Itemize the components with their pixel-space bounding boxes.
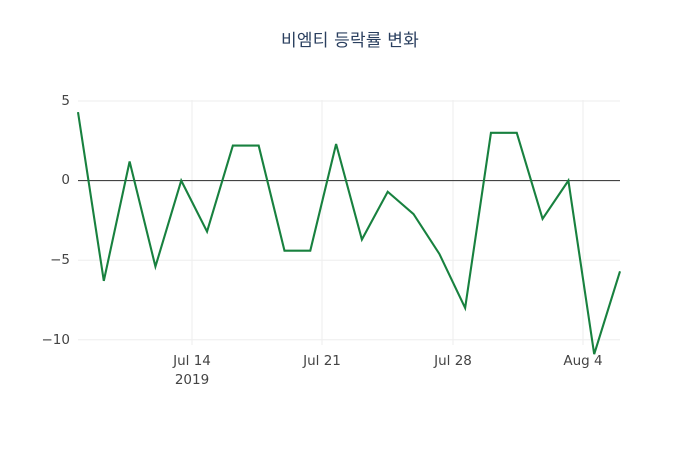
y-axis-tick-label: −5 — [50, 252, 70, 268]
x-axis-tick-label: Jul 28 — [434, 353, 472, 369]
x-axis-year-label: 2019 — [174, 372, 210, 388]
data-series-line — [76, 111, 622, 355]
x-axis-tick-label: Jul 21 — [303, 353, 341, 369]
gridlines — [78, 100, 620, 345]
x-axis-tick-2: Jul 21 — [262, 352, 382, 371]
x-axis-tick-label: Jul 14 — [173, 353, 211, 369]
y-axis-tick-label: 0 — [61, 172, 70, 188]
y-axis-tick-label: 5 — [61, 93, 70, 109]
x-axis-tick-1: Jul 14 2019 — [132, 352, 252, 390]
y-axis-tick-label: −10 — [41, 332, 71, 348]
x-axis-tick-3: Jul 28 — [393, 352, 513, 371]
x-axis-tick-4: Aug 4 — [523, 352, 643, 371]
chart-title: 비엠티 등락률 변화 — [281, 31, 419, 51]
x-axis-tick-label: Aug 4 — [563, 353, 603, 369]
